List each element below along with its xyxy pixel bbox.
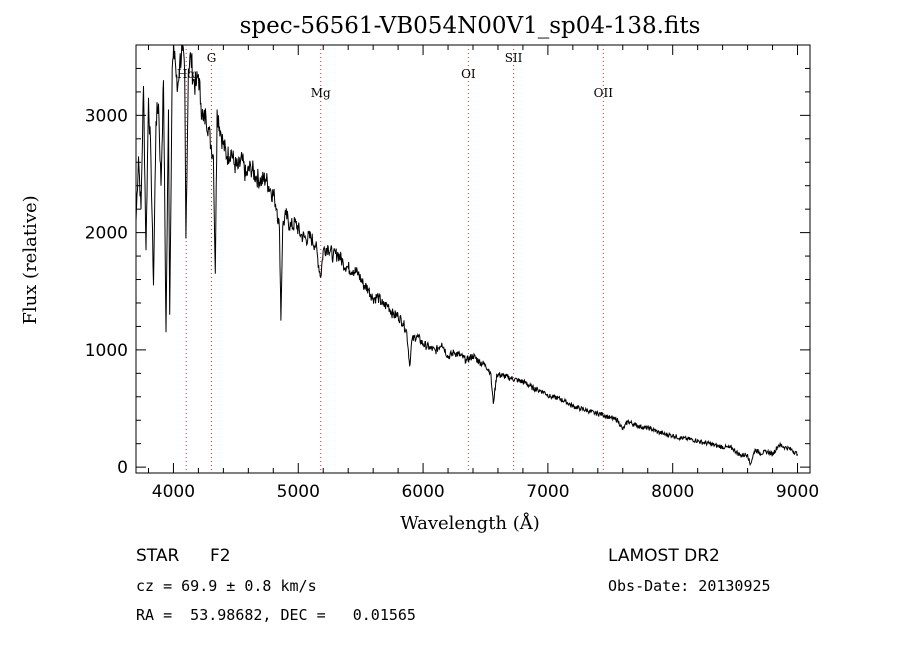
- plot-frame: [135, 44, 811, 474]
- x-tick-label: 5000: [277, 482, 320, 502]
- y-tick-label: 0: [117, 458, 128, 478]
- spectral-line-label: SII: [505, 51, 523, 65]
- y-tick-label: 1000: [85, 341, 128, 361]
- object-type: STAR: [136, 546, 179, 566]
- x-axis-label: Wavelength (Å): [400, 512, 540, 534]
- x-tick-label: 9000: [776, 482, 819, 502]
- survey-name: LAMOST DR2: [608, 546, 720, 566]
- x-tick-label: 7000: [526, 482, 569, 502]
- spectral-line-label: OI: [461, 67, 476, 81]
- x-tick-label: 4000: [152, 482, 195, 502]
- axis-ticks: 4000 5000 6000 7000 8000 9000 0 1000 2000 3000: [85, 45, 819, 502]
- obs-date: Obs-Date: 20130925: [608, 577, 771, 595]
- x-tick-label: 8000: [651, 482, 694, 502]
- spectrum-line: [135, 44, 798, 467]
- y-tick-label: 3000: [85, 106, 128, 126]
- spectral-line-label: Mg: [311, 86, 331, 100]
- spectral-line-markers: Hα G Mg OI SII OII: [177, 45, 613, 473]
- subclass: F2: [210, 546, 231, 566]
- spectral-line-label: G: [207, 51, 217, 65]
- coordinates: RA = 53.98682, DEC = 0.01565: [136, 606, 416, 624]
- x-tick-label: 6000: [401, 482, 444, 502]
- spectral-line-label: OII: [594, 86, 614, 100]
- redshift-info: cz = 69.9 ± 0.8 km/s: [136, 577, 317, 595]
- spectral-line-label: Hα: [177, 67, 196, 81]
- chart-title: spec-56561-VB054N00V1_sp04-138.fits: [240, 13, 701, 39]
- y-axis-label: Flux (relative): [20, 195, 41, 324]
- y-tick-label: 2000: [85, 224, 128, 244]
